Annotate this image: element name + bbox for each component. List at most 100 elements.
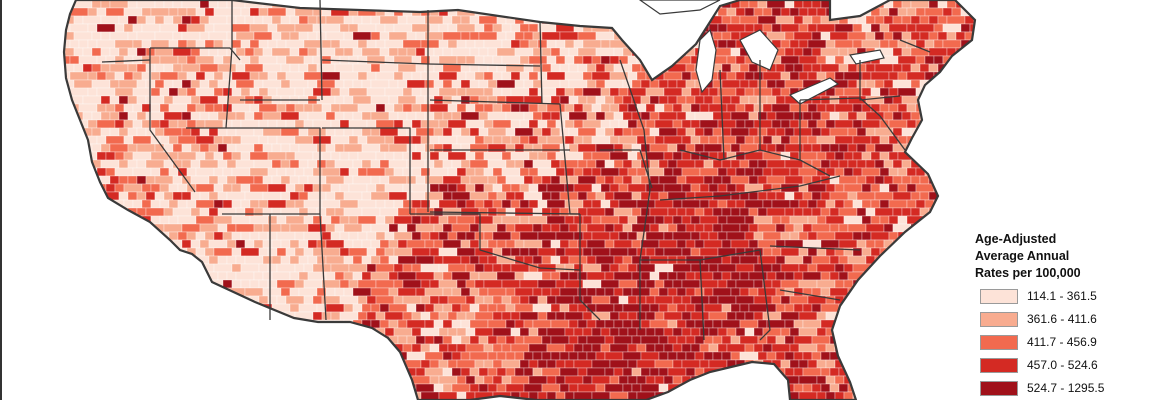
county-cell (105, 135, 125, 145)
county-cell (64, 47, 75, 57)
county-cell (546, 71, 566, 81)
county-cell (213, 263, 233, 273)
county-cell (618, 375, 629, 385)
county-cell (397, 319, 408, 329)
county-cell (793, 335, 813, 345)
county-cell (919, 191, 930, 201)
county-cell (847, 191, 858, 201)
county-cell (253, 335, 264, 345)
county-cell (798, 359, 809, 369)
county-cell (528, 119, 539, 129)
county-cell (154, 63, 165, 73)
county-cell (874, 335, 894, 345)
county-cell (870, 327, 890, 337)
county-cell (685, 223, 696, 233)
county-cell (919, 175, 930, 185)
county-cell (150, 87, 161, 97)
county-cell (784, 351, 795, 361)
county-cell (132, 167, 152, 177)
county-cell (564, 343, 575, 353)
county-cell (442, 303, 453, 313)
county-cell (757, 0, 768, 9)
county-cell (118, 319, 138, 329)
county-cell (748, 159, 759, 169)
county-cell (609, 183, 620, 193)
county-cell (127, 335, 138, 345)
county-cell (541, 175, 552, 185)
county-cell (190, 127, 201, 137)
county-cell (307, 175, 327, 185)
county-cell (910, 367, 921, 377)
county-cell (510, 199, 521, 209)
county-cell (870, 247, 881, 257)
county-cell (595, 175, 606, 185)
county-cell (325, 159, 336, 169)
county-cell (897, 327, 908, 337)
county-cell (753, 279, 764, 289)
county-cell (933, 23, 944, 33)
county-cell (280, 159, 291, 169)
county-cell (69, 39, 80, 49)
county-cell (613, 159, 624, 169)
state-boundary-26 (699, 249, 771, 341)
county-cell (919, 95, 930, 105)
county-cell (393, 23, 413, 33)
county-cell (325, 303, 345, 313)
county-cell (379, 15, 399, 25)
county-cell (397, 79, 408, 89)
county-cell (438, 199, 458, 209)
county-cell (388, 0, 399, 9)
county-cell (469, 271, 480, 281)
county-cell (685, 319, 696, 329)
county-cell (393, 103, 404, 113)
county-cell (393, 167, 404, 177)
county-cell (91, 351, 102, 361)
county-cell (307, 335, 327, 345)
county-cell (906, 119, 917, 129)
county-cell (744, 199, 764, 209)
county-cell (208, 31, 228, 41)
county-cell (222, 151, 233, 161)
county-cell (123, 279, 134, 289)
county-cell (964, 63, 975, 73)
county-cell (699, 183, 710, 193)
county-cell (604, 287, 615, 297)
county-cell (136, 255, 156, 265)
county-cell (739, 95, 750, 105)
county-cell (348, 23, 359, 33)
county-cell (87, 87, 98, 97)
county-cell (676, 79, 687, 89)
county-cell (532, 319, 552, 329)
county-cell (811, 47, 822, 57)
county-cell (240, 39, 251, 49)
county-cell (532, 207, 543, 217)
county-cell (559, 367, 579, 377)
county-cell (550, 191, 561, 201)
county-cell (100, 271, 111, 281)
county-cell (217, 191, 228, 201)
county-cell (249, 215, 269, 225)
county-cell (636, 71, 647, 81)
county-cell (195, 215, 215, 225)
county-cell (820, 287, 831, 297)
county-cell (64, 151, 71, 161)
county-cell (69, 183, 89, 193)
county-cell (177, 23, 188, 33)
county-cell (645, 183, 665, 193)
county-cell (456, 391, 467, 400)
county-cell (96, 135, 107, 145)
county-cell (96, 39, 116, 49)
county-cell (271, 383, 282, 393)
county-cell (618, 199, 638, 209)
county-cell (145, 111, 165, 121)
county-cell (145, 15, 156, 25)
county-cell (375, 7, 386, 17)
county-cell (586, 191, 597, 201)
county-cell (276, 263, 296, 273)
county-cell (735, 391, 746, 400)
county-cell (150, 247, 170, 257)
county-cell (496, 367, 507, 377)
county-cell (222, 295, 233, 305)
county-cell (595, 111, 606, 121)
county-cell (973, 47, 975, 57)
